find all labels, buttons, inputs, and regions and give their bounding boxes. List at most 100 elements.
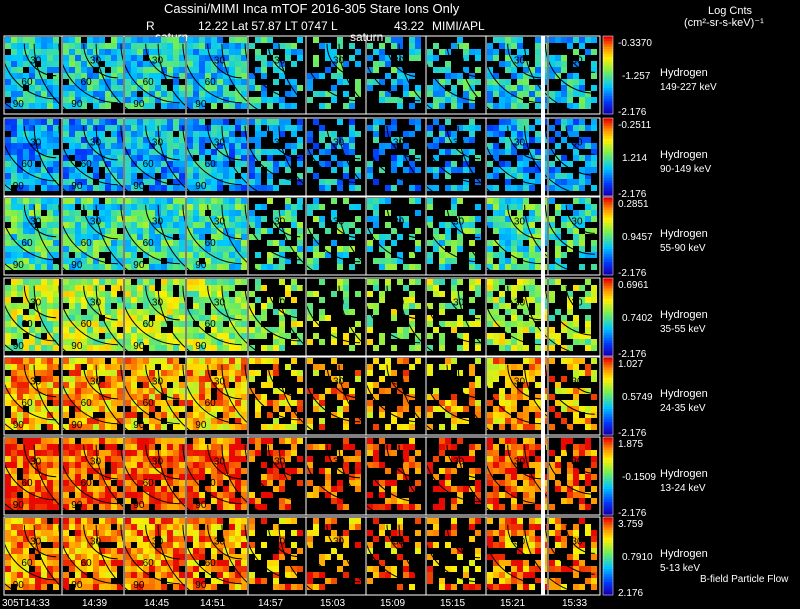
heatmap-cell [285, 285, 291, 291]
heatmap-cell [11, 91, 17, 97]
heatmap-cell [111, 339, 117, 345]
heatmap-cell [475, 285, 481, 291]
heatmap-cell [29, 450, 35, 456]
heatmap-cell [187, 450, 193, 456]
heatmap-cell [111, 61, 117, 67]
heatmap-cell [173, 339, 179, 345]
heatmap-cell [205, 418, 211, 424]
heatmap-cell [493, 264, 499, 270]
colorbar-segment [603, 283, 613, 287]
heatmap-cell [81, 67, 87, 73]
heatmap-cell [475, 400, 481, 406]
heatmap-cell [161, 264, 167, 270]
heatmap-cell [69, 131, 75, 137]
heatmap-cell [47, 179, 53, 185]
heatmap-cell [143, 462, 149, 468]
heatmap-cell [555, 61, 561, 67]
heatmap-cell [523, 198, 529, 204]
heatmap-cell [93, 498, 99, 504]
heatmap-cell [433, 406, 439, 412]
heatmap-cell [235, 303, 241, 309]
heatmap-cell [415, 155, 421, 161]
heatmap-cell [235, 91, 241, 97]
heatmap-cell [81, 339, 87, 345]
heatmap-cell [235, 222, 241, 228]
heatmap-cell [319, 73, 325, 79]
heatmap-cell [125, 315, 131, 321]
heatmap-cell [53, 119, 59, 125]
heatmap-cell [367, 303, 373, 309]
heatmap-cell [99, 327, 105, 333]
contour-label: 30 [152, 297, 164, 308]
heatmap-cell [117, 370, 123, 376]
heatmap-cell [87, 125, 93, 131]
heatmap-cell [99, 67, 105, 73]
heatmap-cell [451, 91, 457, 97]
heatmap-cell [255, 279, 261, 285]
heatmap-cell [235, 240, 241, 246]
heatmap-cell [267, 125, 273, 131]
heatmap-cell [5, 61, 11, 67]
colorbar-segment [603, 131, 613, 135]
heatmap-cell [523, 155, 529, 161]
heatmap-cell [105, 321, 111, 327]
heatmap-cell [469, 364, 475, 370]
heatmap-cell [217, 143, 223, 149]
heatmap-cell [63, 91, 69, 97]
heatmap-cell [591, 412, 597, 418]
heatmap-cell [549, 376, 555, 382]
heatmap-cell [63, 125, 69, 131]
heatmap-cell [273, 400, 279, 406]
heatmap-cell [29, 504, 35, 510]
heatmap-cell [235, 376, 241, 382]
heatmap-cell [187, 364, 193, 370]
heatmap-cell [267, 297, 273, 303]
heatmap-cell [53, 240, 59, 246]
heatmap-cell [87, 137, 93, 143]
heatmap-cell [561, 55, 567, 61]
heatmap-cell [487, 91, 493, 97]
heatmap-cell [493, 216, 499, 222]
heatmap-cell [179, 97, 185, 103]
heatmap-cell [223, 492, 229, 498]
heatmap-cell [285, 474, 291, 480]
heatmap-cell [217, 376, 223, 382]
heatmap-cell [273, 149, 279, 155]
heatmap-cell [125, 327, 131, 333]
heatmap-cell [451, 400, 457, 406]
heatmap-cell [457, 315, 463, 321]
heatmap-cell [319, 444, 325, 450]
heatmap-cell [143, 222, 149, 228]
heatmap-cell [229, 198, 235, 204]
heatmap-cell [511, 216, 517, 222]
heatmap-cell [143, 382, 149, 388]
heatmap-cell [167, 291, 173, 297]
heatmap-cell [591, 67, 597, 73]
heatmap-cell [53, 246, 59, 252]
heatmap-cell [131, 264, 137, 270]
heatmap-cell [285, 103, 291, 109]
heatmap-cell [505, 61, 511, 67]
heatmap-cell [567, 37, 573, 43]
heatmap-cell [81, 246, 87, 252]
heatmap-cell [211, 345, 217, 351]
heatmap-cell [111, 412, 117, 418]
heatmap-cell [137, 246, 143, 252]
heatmap-cell [173, 246, 179, 252]
heatmap-cell [585, 291, 591, 297]
heatmap-cell [529, 285, 535, 291]
heatmap-cell [235, 339, 241, 345]
heatmap-cell [291, 370, 297, 376]
heatmap-cell [17, 43, 23, 49]
contour-line [120, 364, 180, 425]
heatmap-cell [291, 85, 297, 91]
heatmap-cell [223, 358, 229, 364]
heatmap-cell [229, 438, 235, 444]
heatmap-cell [211, 400, 217, 406]
heatmap-cell [75, 345, 81, 351]
heatmap-cell [579, 43, 585, 49]
heatmap-cell [23, 456, 29, 462]
heatmap-cell [99, 185, 105, 191]
heatmap-cell [297, 198, 303, 204]
heatmap-cell [517, 167, 523, 173]
